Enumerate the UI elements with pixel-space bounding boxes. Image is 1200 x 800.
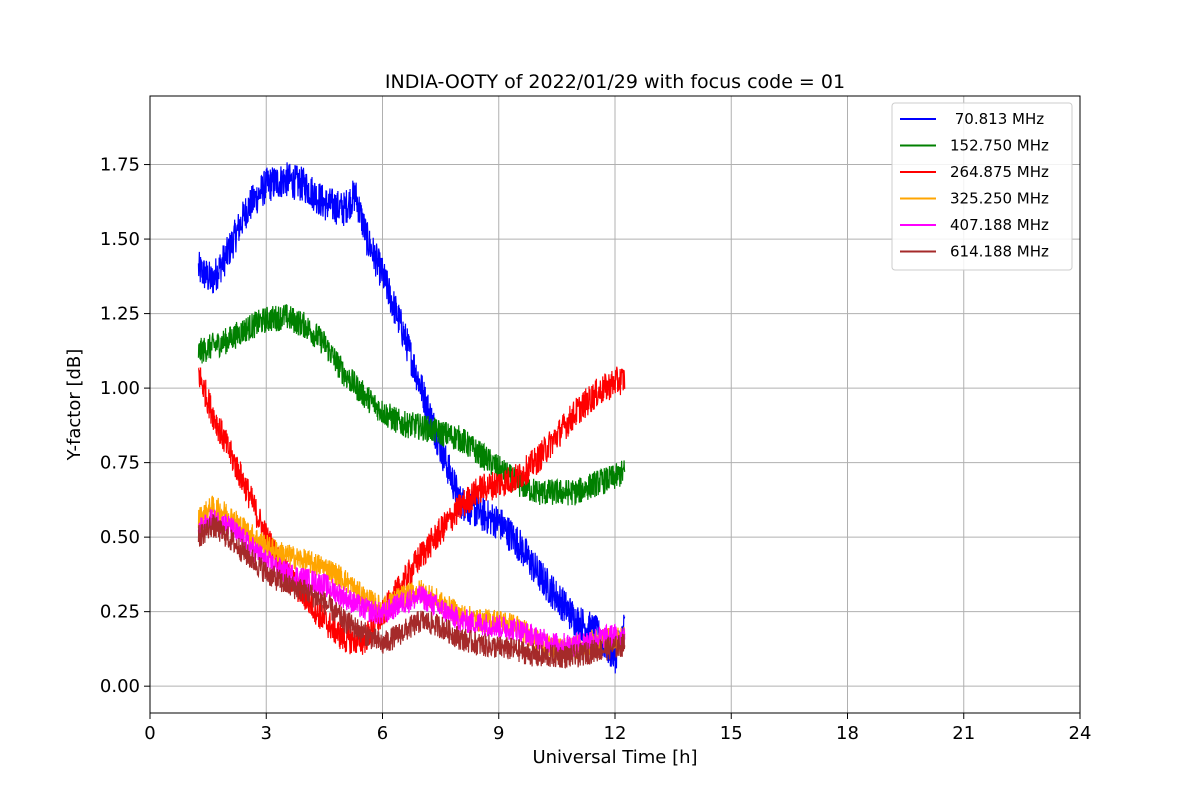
legend-box	[891, 102, 1073, 271]
axis-ticks: 0 3 6 9 12 15 18 21 24 0.00 0.25 0.50 0.75 1.00 1.25 1.…	[100, 155, 1092, 744]
x-tick-label: 3	[261, 723, 272, 744]
series-line-2	[197, 304, 626, 506]
x-tick-label: 18	[836, 723, 859, 744]
legend-label: 264.875 MHz	[950, 163, 1049, 181]
x-tick-label: 12	[604, 723, 627, 744]
x-tick-label: 15	[720, 723, 743, 744]
y-tick-label: 0.25	[100, 602, 140, 623]
x-tick-label: 21	[952, 723, 975, 744]
x-tick-label: 24	[1069, 723, 1092, 744]
y-tick-label: 1.75	[100, 155, 140, 176]
y-tick-label: 0.75	[100, 453, 140, 474]
x-tick-label: 9	[493, 723, 504, 744]
legend-label: 614.188 MHz	[950, 243, 1049, 261]
series-line-1	[197, 162, 626, 674]
legend: 70.813 MHz 152.750 MHz 264.875 MHz 325.250 …	[891, 102, 1073, 271]
legend-label: 152.750 MHz	[950, 137, 1049, 155]
legend-label: 325.250 MHz	[950, 190, 1049, 208]
legend-label: 70.813 MHz	[950, 110, 1044, 128]
y-tick-label: 1.25	[100, 304, 140, 325]
series-line-6	[197, 513, 626, 669]
series-lines	[197, 162, 626, 674]
y-tick-label: 1.50	[100, 229, 140, 250]
y-axis-label: Y-factor [dB]	[64, 349, 85, 462]
series-line-5	[197, 508, 626, 657]
x-axis-label: Universal Time [h]	[532, 747, 697, 768]
y-tick-label: 0.50	[100, 527, 140, 548]
chart-title: INDIA-OOTY of 2022/01/29 with focus code…	[385, 71, 845, 93]
y-tick-label: 0.00	[100, 676, 140, 697]
y-tick-label: 1.00	[100, 378, 140, 399]
x-tick-label: 0	[144, 723, 155, 744]
legend-label: 407.188 MHz	[950, 216, 1049, 234]
x-tick-label: 6	[377, 723, 388, 744]
